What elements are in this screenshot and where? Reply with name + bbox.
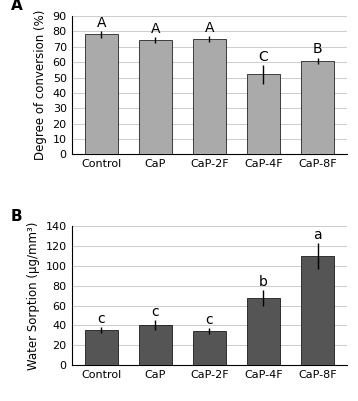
Bar (247, 75, 280, 154)
Text: A: A (151, 22, 160, 36)
Text: C: C (258, 50, 268, 64)
Bar (193, 39, 226, 154)
Bar (85, 330, 117, 365)
Text: B: B (11, 209, 23, 224)
Text: c: c (151, 306, 159, 320)
Text: A: A (205, 21, 214, 35)
Bar (301, 256, 334, 365)
Bar (139, 325, 171, 365)
Text: c: c (97, 312, 105, 326)
Y-axis label: Degree of conversion (%): Degree of conversion (%) (34, 10, 47, 160)
Bar (193, 331, 226, 365)
Text: b: b (259, 275, 268, 289)
Text: a: a (313, 228, 322, 242)
Text: A: A (97, 16, 106, 30)
Text: c: c (205, 313, 213, 327)
Bar (85, 34, 117, 154)
Bar (301, 61, 334, 154)
Bar (247, 298, 280, 365)
Text: B: B (313, 42, 322, 56)
Y-axis label: Water Sorption (μg/mm³): Water Sorption (μg/mm³) (27, 221, 40, 370)
Bar (139, 40, 171, 154)
Text: A: A (11, 0, 23, 13)
